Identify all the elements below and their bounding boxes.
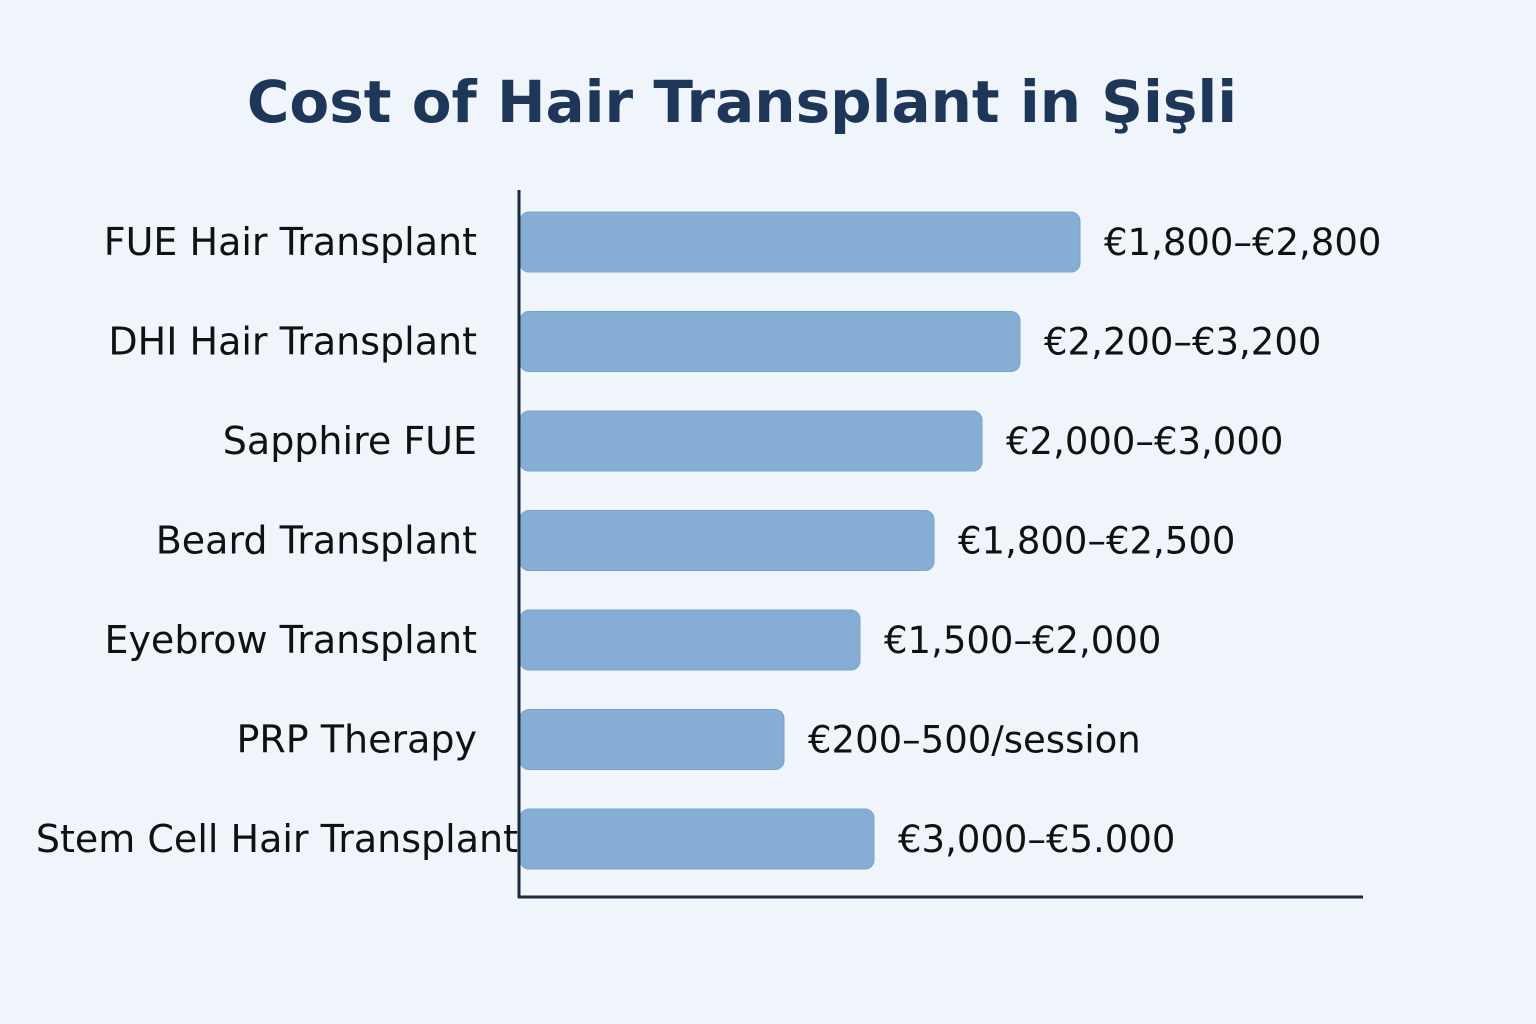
bar-0 <box>519 211 1081 273</box>
bar-4 <box>519 609 861 671</box>
category-label-2: Sapphire FUE <box>223 419 477 463</box>
bar-6 <box>519 808 875 870</box>
bar-3 <box>519 510 935 571</box>
category-label-4: Eyebrow Transplant <box>104 618 477 662</box>
category-label-6: Stem Cell Hair Transplant <box>36 817 518 861</box>
bar-2 <box>519 410 983 472</box>
value-label-3: €1,800–€2,500 <box>958 520 1235 563</box>
category-label-3: Beard Transplant <box>156 519 477 563</box>
value-label-2: €2,000–€3,000 <box>1006 420 1283 463</box>
bar-5 <box>519 709 785 770</box>
value-label-6: €3,000–€5.000 <box>898 818 1175 861</box>
value-label-1: €2,200–€3,200 <box>1044 321 1321 364</box>
labels-layer: FUE Hair Transplant €1,800–€2,800 DHI Hair… <box>36 220 1382 861</box>
value-label-4: €1,500–€2,000 <box>884 619 1161 662</box>
bars-layer <box>519 211 1081 870</box>
category-label-0: FUE Hair Transplant <box>104 220 477 264</box>
bar-1 <box>519 311 1021 372</box>
value-label-0: €1,800–€2,800 <box>1104 221 1381 264</box>
value-label-5: €200–500/session <box>808 719 1141 762</box>
category-label-5: PRP Therapy <box>236 718 477 762</box>
chart-title: Cost of Hair Transplant in Şişli <box>247 68 1237 136</box>
category-label-1: DHI Hair Transplant <box>108 320 477 364</box>
